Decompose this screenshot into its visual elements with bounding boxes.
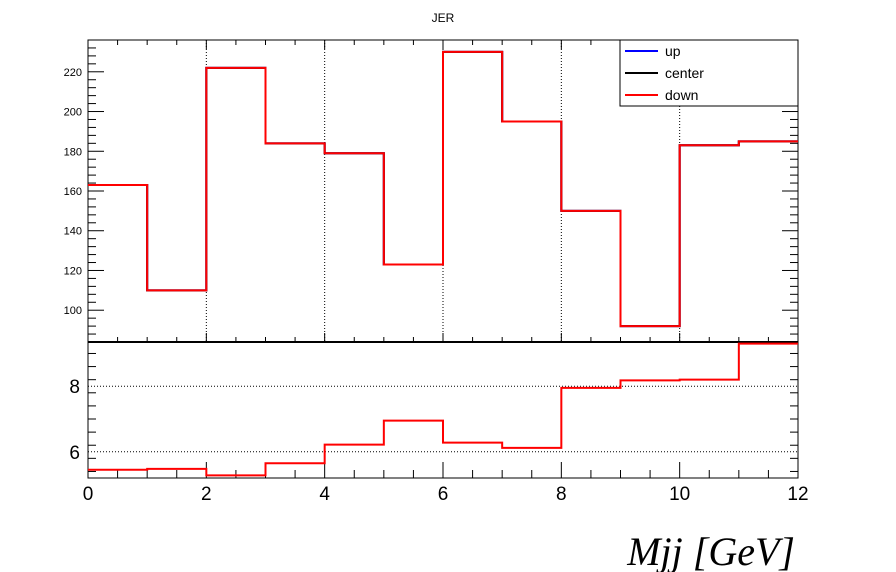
x-tick-label: 12: [787, 484, 808, 505]
bottom-panel: 6 8 0 2 4 6 8 10 12: [69, 341, 809, 505]
x-axis-label: Mjj [GeV]: [626, 529, 795, 572]
x-tick-label: 10: [669, 484, 690, 505]
x-tick-label: 4: [319, 484, 330, 505]
top-y-tick-label: 160: [64, 186, 82, 198]
x-tick-label: 8: [556, 484, 567, 505]
legend-label-up: up: [665, 43, 681, 59]
bottom-frame: [87, 341, 799, 479]
legend: up center down: [619, 39, 799, 107]
bottom-y-tick-label: 8: [69, 377, 80, 398]
ratio-series-line: [88, 342, 798, 477]
top-y-tick-label: 120: [64, 265, 82, 277]
chart-title: JER: [432, 11, 455, 25]
top-y-tick-label: 200: [64, 107, 82, 119]
series-down-line: [88, 50, 798, 328]
top-y-tick-label: 100: [64, 305, 82, 317]
legend-label-down: down: [665, 87, 698, 103]
x-tick-label: 0: [83, 484, 94, 505]
bottom-y-tick-label: 6: [69, 443, 80, 464]
legend-label-center: center: [665, 65, 704, 81]
x-tick-label: 2: [201, 484, 212, 505]
x-tick-label: 6: [438, 484, 449, 505]
top-y-tick-label: 140: [64, 226, 82, 238]
top-y-tick-label: 180: [64, 146, 82, 158]
top-y-tick-label: 220: [64, 67, 82, 79]
